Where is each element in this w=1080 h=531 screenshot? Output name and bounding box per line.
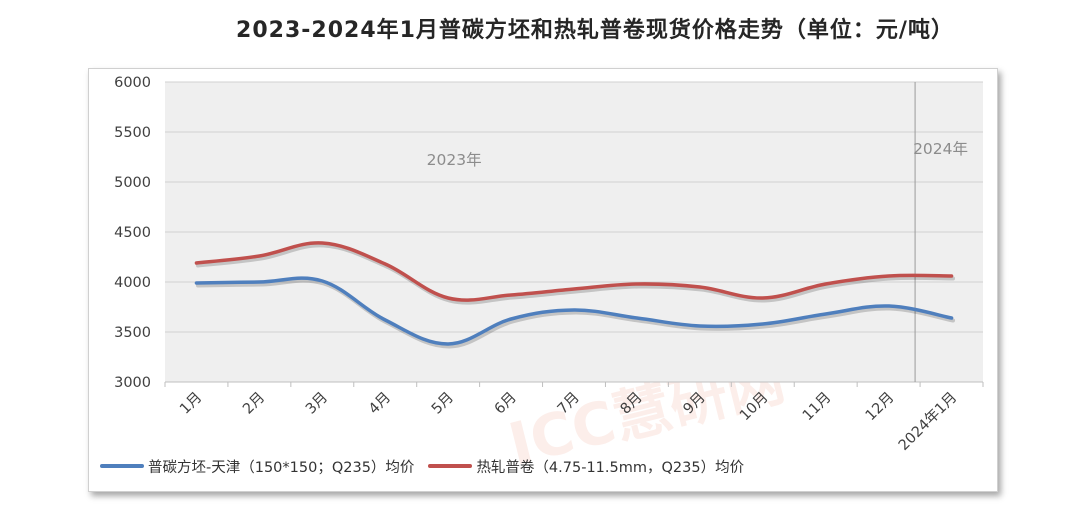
x-tick-label: 10月 <box>737 390 772 425</box>
x-tick-label: 3月 <box>303 390 331 418</box>
y-tick-label: 3500 <box>114 325 151 341</box>
series-shadow-0 <box>195 278 956 349</box>
x-tick-label: 12月 <box>863 390 898 425</box>
legend-item-billet: 普碳方坯-天津（150*150；Q235）均价 <box>100 456 414 477</box>
series-shadow-1 <box>195 243 956 305</box>
x-tick-label: 11月 <box>800 390 835 425</box>
chart-title: 2023-2024年1月普碳方坯和热轧普卷现货价格走势（单位：元/吨） <box>236 18 954 43</box>
chart-legend: 普碳方坯-天津（150*150；Q235）均价 热轧普卷（4.75-11.5mm… <box>100 455 758 477</box>
y-tick-label: 5000 <box>114 175 151 191</box>
x-tick-label: 6月 <box>492 390 520 418</box>
y-tick-label: 4000 <box>114 275 151 291</box>
y-tick-label: 5500 <box>114 125 151 141</box>
x-tick-label: 2024年1月 <box>895 389 960 454</box>
legend-label-hotrolled: 热轧普卷（4.75-11.5mm，Q235）均价 <box>476 459 745 476</box>
legend-swatch-hotrolled <box>428 464 473 468</box>
legend-label-billet: 普碳方坯-天津（150*150；Q235）均价 <box>148 459 415 476</box>
y-tick-label: 3000 <box>114 375 151 391</box>
annotation-2024: 2024年 <box>913 140 968 158</box>
legend-item-hotrolled: 热轧普卷（4.75-11.5mm，Q235）均价 <box>428 456 744 477</box>
series-line-1 <box>194 241 954 302</box>
x-tick-label: 8月 <box>618 390 646 418</box>
x-tick-label: 5月 <box>429 390 457 418</box>
legend-swatch-billet <box>100 464 144 468</box>
series-line-0 <box>194 276 954 346</box>
x-tick-label: 4月 <box>366 390 394 418</box>
x-tick-label: 1月 <box>177 390 205 418</box>
y-tick-label: 4500 <box>114 225 151 241</box>
x-tick-label: 7月 <box>555 390 583 418</box>
y-tick-label: 6000 <box>114 75 151 91</box>
annotation-2023: 2023年 <box>427 151 482 169</box>
x-tick-label: 9月 <box>681 390 709 418</box>
x-tick-label: 2月 <box>240 390 268 418</box>
